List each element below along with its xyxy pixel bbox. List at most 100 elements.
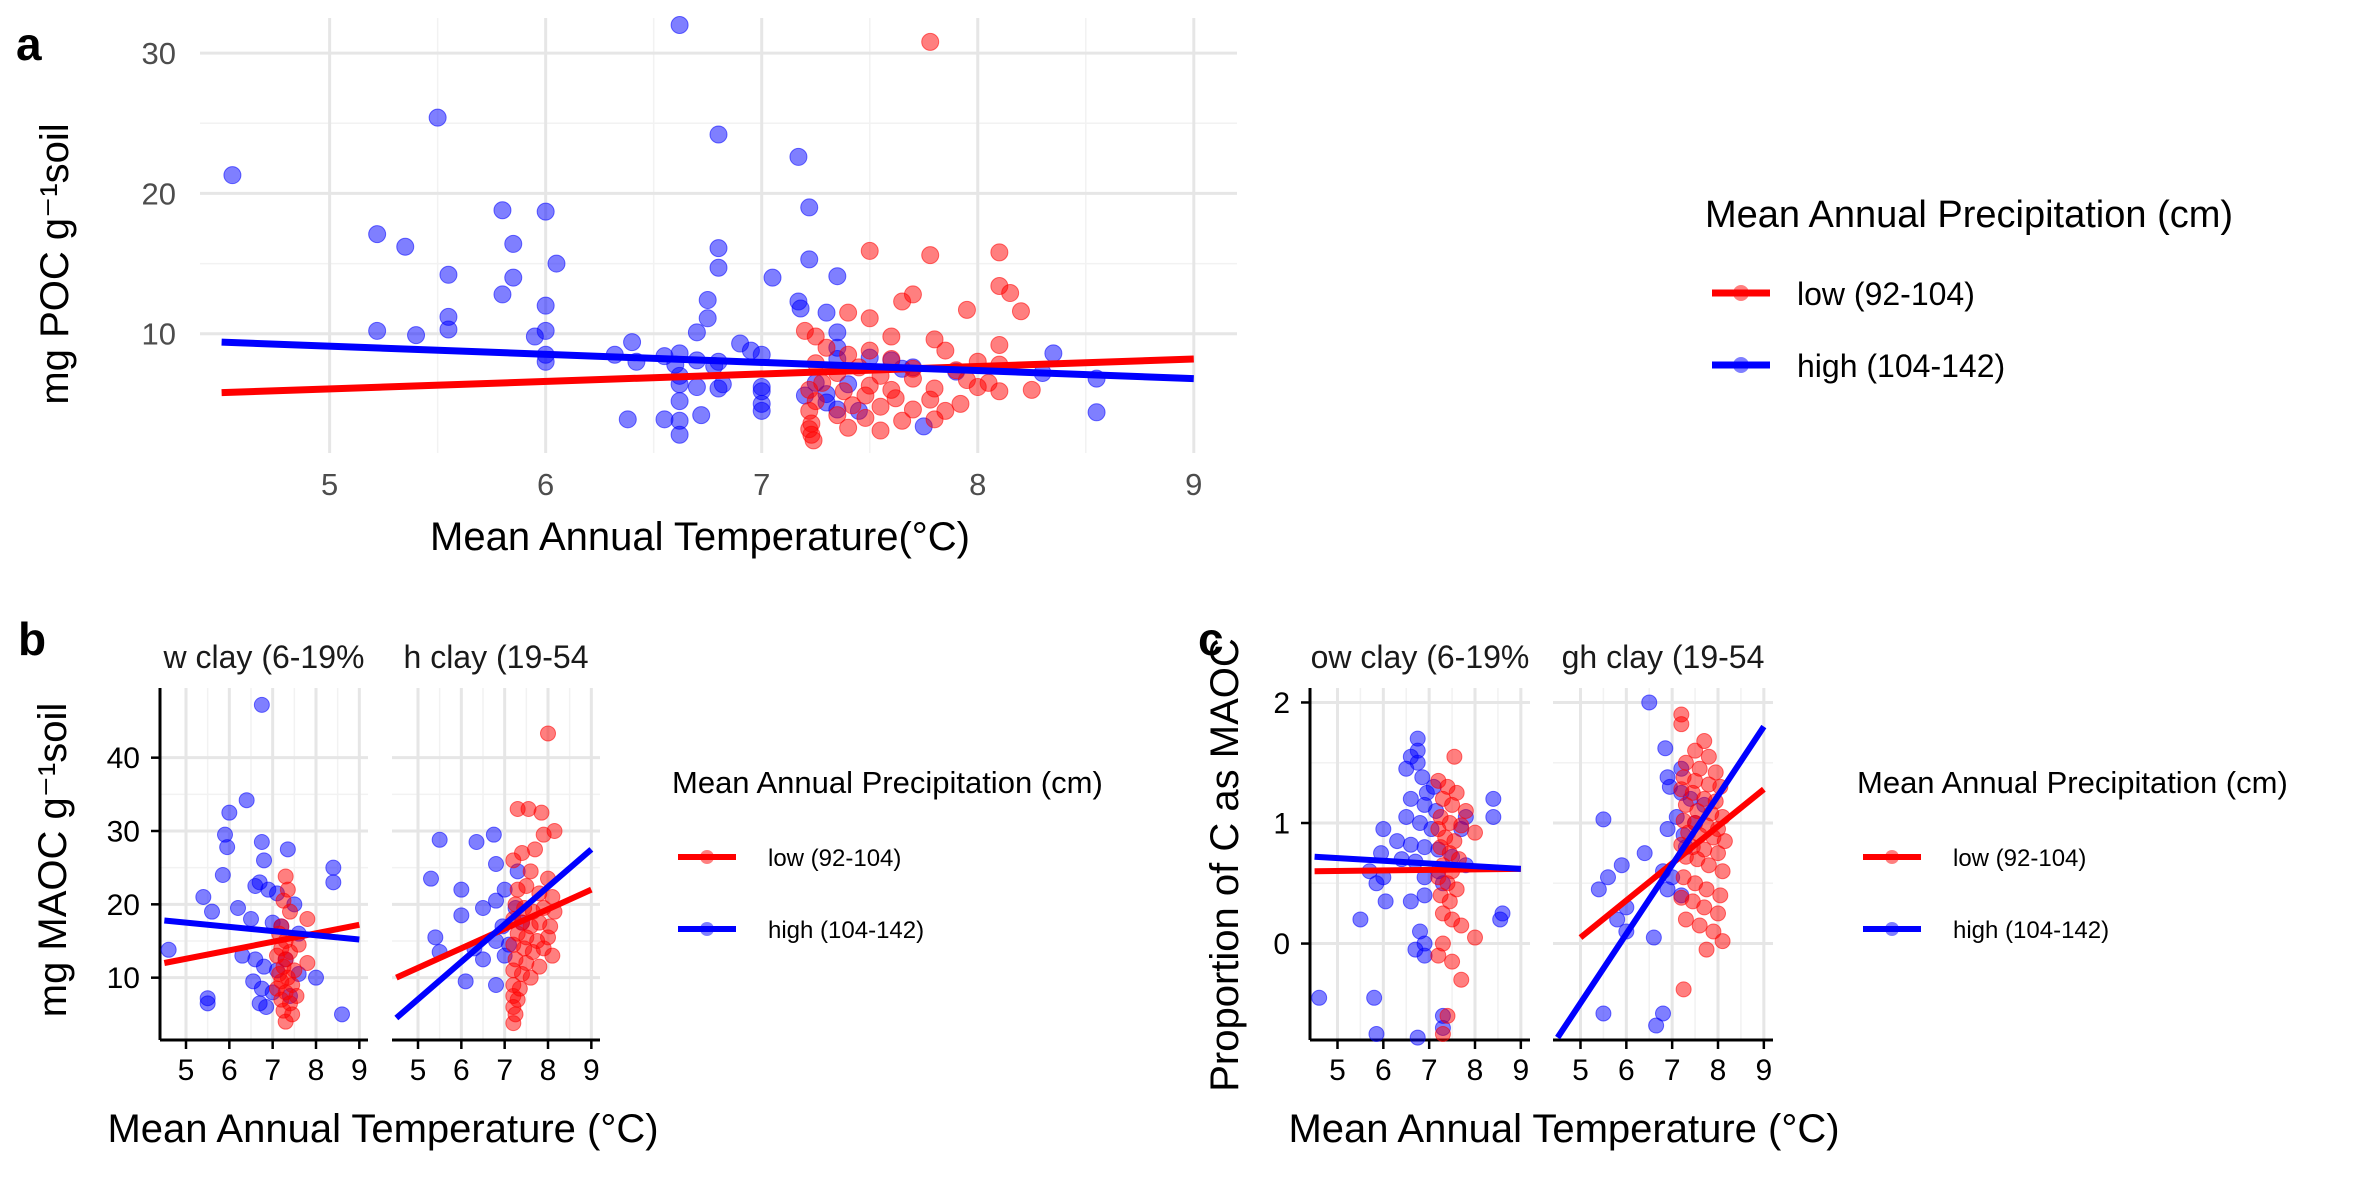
data-point bbox=[505, 1015, 522, 1032]
data-point bbox=[475, 900, 491, 916]
data-point bbox=[903, 400, 922, 419]
data-point bbox=[1659, 821, 1676, 838]
panel-c-ylabel: Proportion of C as MAOC bbox=[1203, 638, 1247, 1092]
data-point bbox=[687, 323, 706, 342]
fit-line-high bbox=[164, 917, 360, 943]
data-point bbox=[504, 234, 523, 253]
data-point bbox=[990, 243, 1009, 262]
data-point bbox=[256, 852, 272, 869]
data-point bbox=[828, 267, 847, 286]
data-point bbox=[258, 999, 275, 1015]
legend-key-point-high bbox=[1733, 357, 1749, 373]
data-point bbox=[1698, 881, 1715, 898]
data-point bbox=[1595, 1005, 1612, 1022]
data-point bbox=[428, 108, 447, 127]
x-tick-label: 8 bbox=[308, 1054, 325, 1087]
data-point bbox=[334, 1006, 350, 1023]
data-point bbox=[806, 327, 825, 346]
data-point bbox=[921, 246, 940, 265]
x-tick-label: 9 bbox=[351, 1054, 368, 1087]
x-tick-label: 7 bbox=[1421, 1054, 1438, 1087]
data-point bbox=[533, 804, 550, 821]
data-point bbox=[1710, 905, 1726, 922]
data-point bbox=[1044, 344, 1063, 363]
data-point bbox=[1453, 971, 1470, 988]
fit-line-low bbox=[163, 921, 360, 966]
data-point bbox=[243, 911, 259, 927]
data-point bbox=[828, 323, 847, 342]
data-point bbox=[1402, 893, 1419, 910]
x-tick-label: 6 bbox=[1375, 1054, 1392, 1087]
data-point bbox=[522, 863, 539, 880]
facet-strip-label: gh clay (19-54 bbox=[1562, 639, 1765, 675]
data-point bbox=[957, 300, 976, 319]
data-point bbox=[990, 335, 1009, 354]
data-point bbox=[1444, 796, 1461, 813]
legend-c-title: Mean Annual Precipitation (cm) bbox=[1857, 765, 2288, 800]
data-point bbox=[238, 792, 255, 809]
x-tick-label: 9 bbox=[1512, 1054, 1529, 1087]
data-point bbox=[525, 327, 544, 346]
data-point bbox=[504, 268, 523, 287]
data-point bbox=[1467, 929, 1483, 946]
data-point bbox=[536, 202, 555, 221]
legend-c-label-low: low (92-104) bbox=[1953, 845, 2086, 872]
data-point bbox=[1416, 887, 1433, 904]
data-point bbox=[1352, 911, 1369, 928]
x-tick-label: 7 bbox=[496, 1054, 513, 1087]
data-point bbox=[860, 341, 879, 360]
data-point bbox=[828, 406, 847, 425]
data-point bbox=[871, 397, 890, 416]
legend-a-label-low: low (92-104) bbox=[1797, 276, 1975, 312]
legend-panel-b: Mean Annual Precipitation (cm) low (92-1… bbox=[672, 765, 1103, 944]
data-point bbox=[1416, 947, 1433, 964]
data-point bbox=[1398, 760, 1415, 777]
panel-c-facet-2: 5 6 7 8 9 gh clay (19-54 bbox=[1553, 639, 1773, 1087]
data-point bbox=[1402, 790, 1419, 807]
data-point bbox=[1011, 302, 1030, 321]
data-point bbox=[856, 386, 875, 405]
data-point bbox=[698, 291, 717, 310]
data-point bbox=[925, 330, 944, 349]
data-point bbox=[396, 237, 415, 256]
data-point bbox=[1698, 941, 1715, 958]
data-point bbox=[1659, 881, 1676, 898]
legend-key-point-high bbox=[1885, 922, 1899, 936]
y-tick-label: 10 bbox=[142, 317, 176, 352]
data-point bbox=[204, 903, 220, 920]
panel-c-xlabel: Mean Annual Temperature (°C) bbox=[1288, 1107, 1839, 1151]
data-point bbox=[655, 410, 674, 429]
panel-a-xlabel: Mean Annual Temperature(°C) bbox=[430, 515, 970, 559]
data-point bbox=[485, 826, 502, 843]
data-point bbox=[936, 341, 955, 360]
data-point bbox=[221, 804, 238, 821]
x-tick-label: 7 bbox=[264, 1054, 281, 1087]
data-point bbox=[618, 410, 637, 429]
data-point bbox=[368, 225, 387, 244]
legend-panel-c: Mean Annual Precipitation (cm) low (92-1… bbox=[1857, 765, 2288, 944]
data-point bbox=[1657, 740, 1674, 757]
data-point bbox=[1700, 748, 1717, 765]
panel-letter-b: b bbox=[18, 613, 46, 665]
x-tick-label: 5 bbox=[1329, 1054, 1346, 1087]
y-tick-label: 20 bbox=[142, 176, 176, 211]
data-point bbox=[968, 378, 987, 397]
data-point bbox=[488, 856, 504, 872]
data-point bbox=[1409, 1029, 1426, 1046]
data-point bbox=[1416, 839, 1433, 856]
data-point bbox=[990, 382, 1009, 401]
data-point bbox=[1590, 881, 1607, 898]
data-point bbox=[531, 958, 548, 975]
fit-line-high bbox=[221, 338, 1194, 383]
data-point bbox=[1705, 923, 1722, 940]
data-point bbox=[1430, 947, 1447, 964]
data-point bbox=[368, 321, 387, 340]
data-point bbox=[1710, 845, 1726, 862]
facet-strip-label: w clay (6-19% bbox=[163, 639, 365, 675]
data-point bbox=[518, 878, 535, 894]
data-point bbox=[860, 241, 879, 260]
legend-b-label-low: low (92-104) bbox=[768, 845, 901, 872]
panel-a-ylabel: mg POC g⁻¹soil bbox=[33, 123, 77, 404]
data-point bbox=[1613, 857, 1630, 874]
data-point bbox=[308, 969, 324, 986]
